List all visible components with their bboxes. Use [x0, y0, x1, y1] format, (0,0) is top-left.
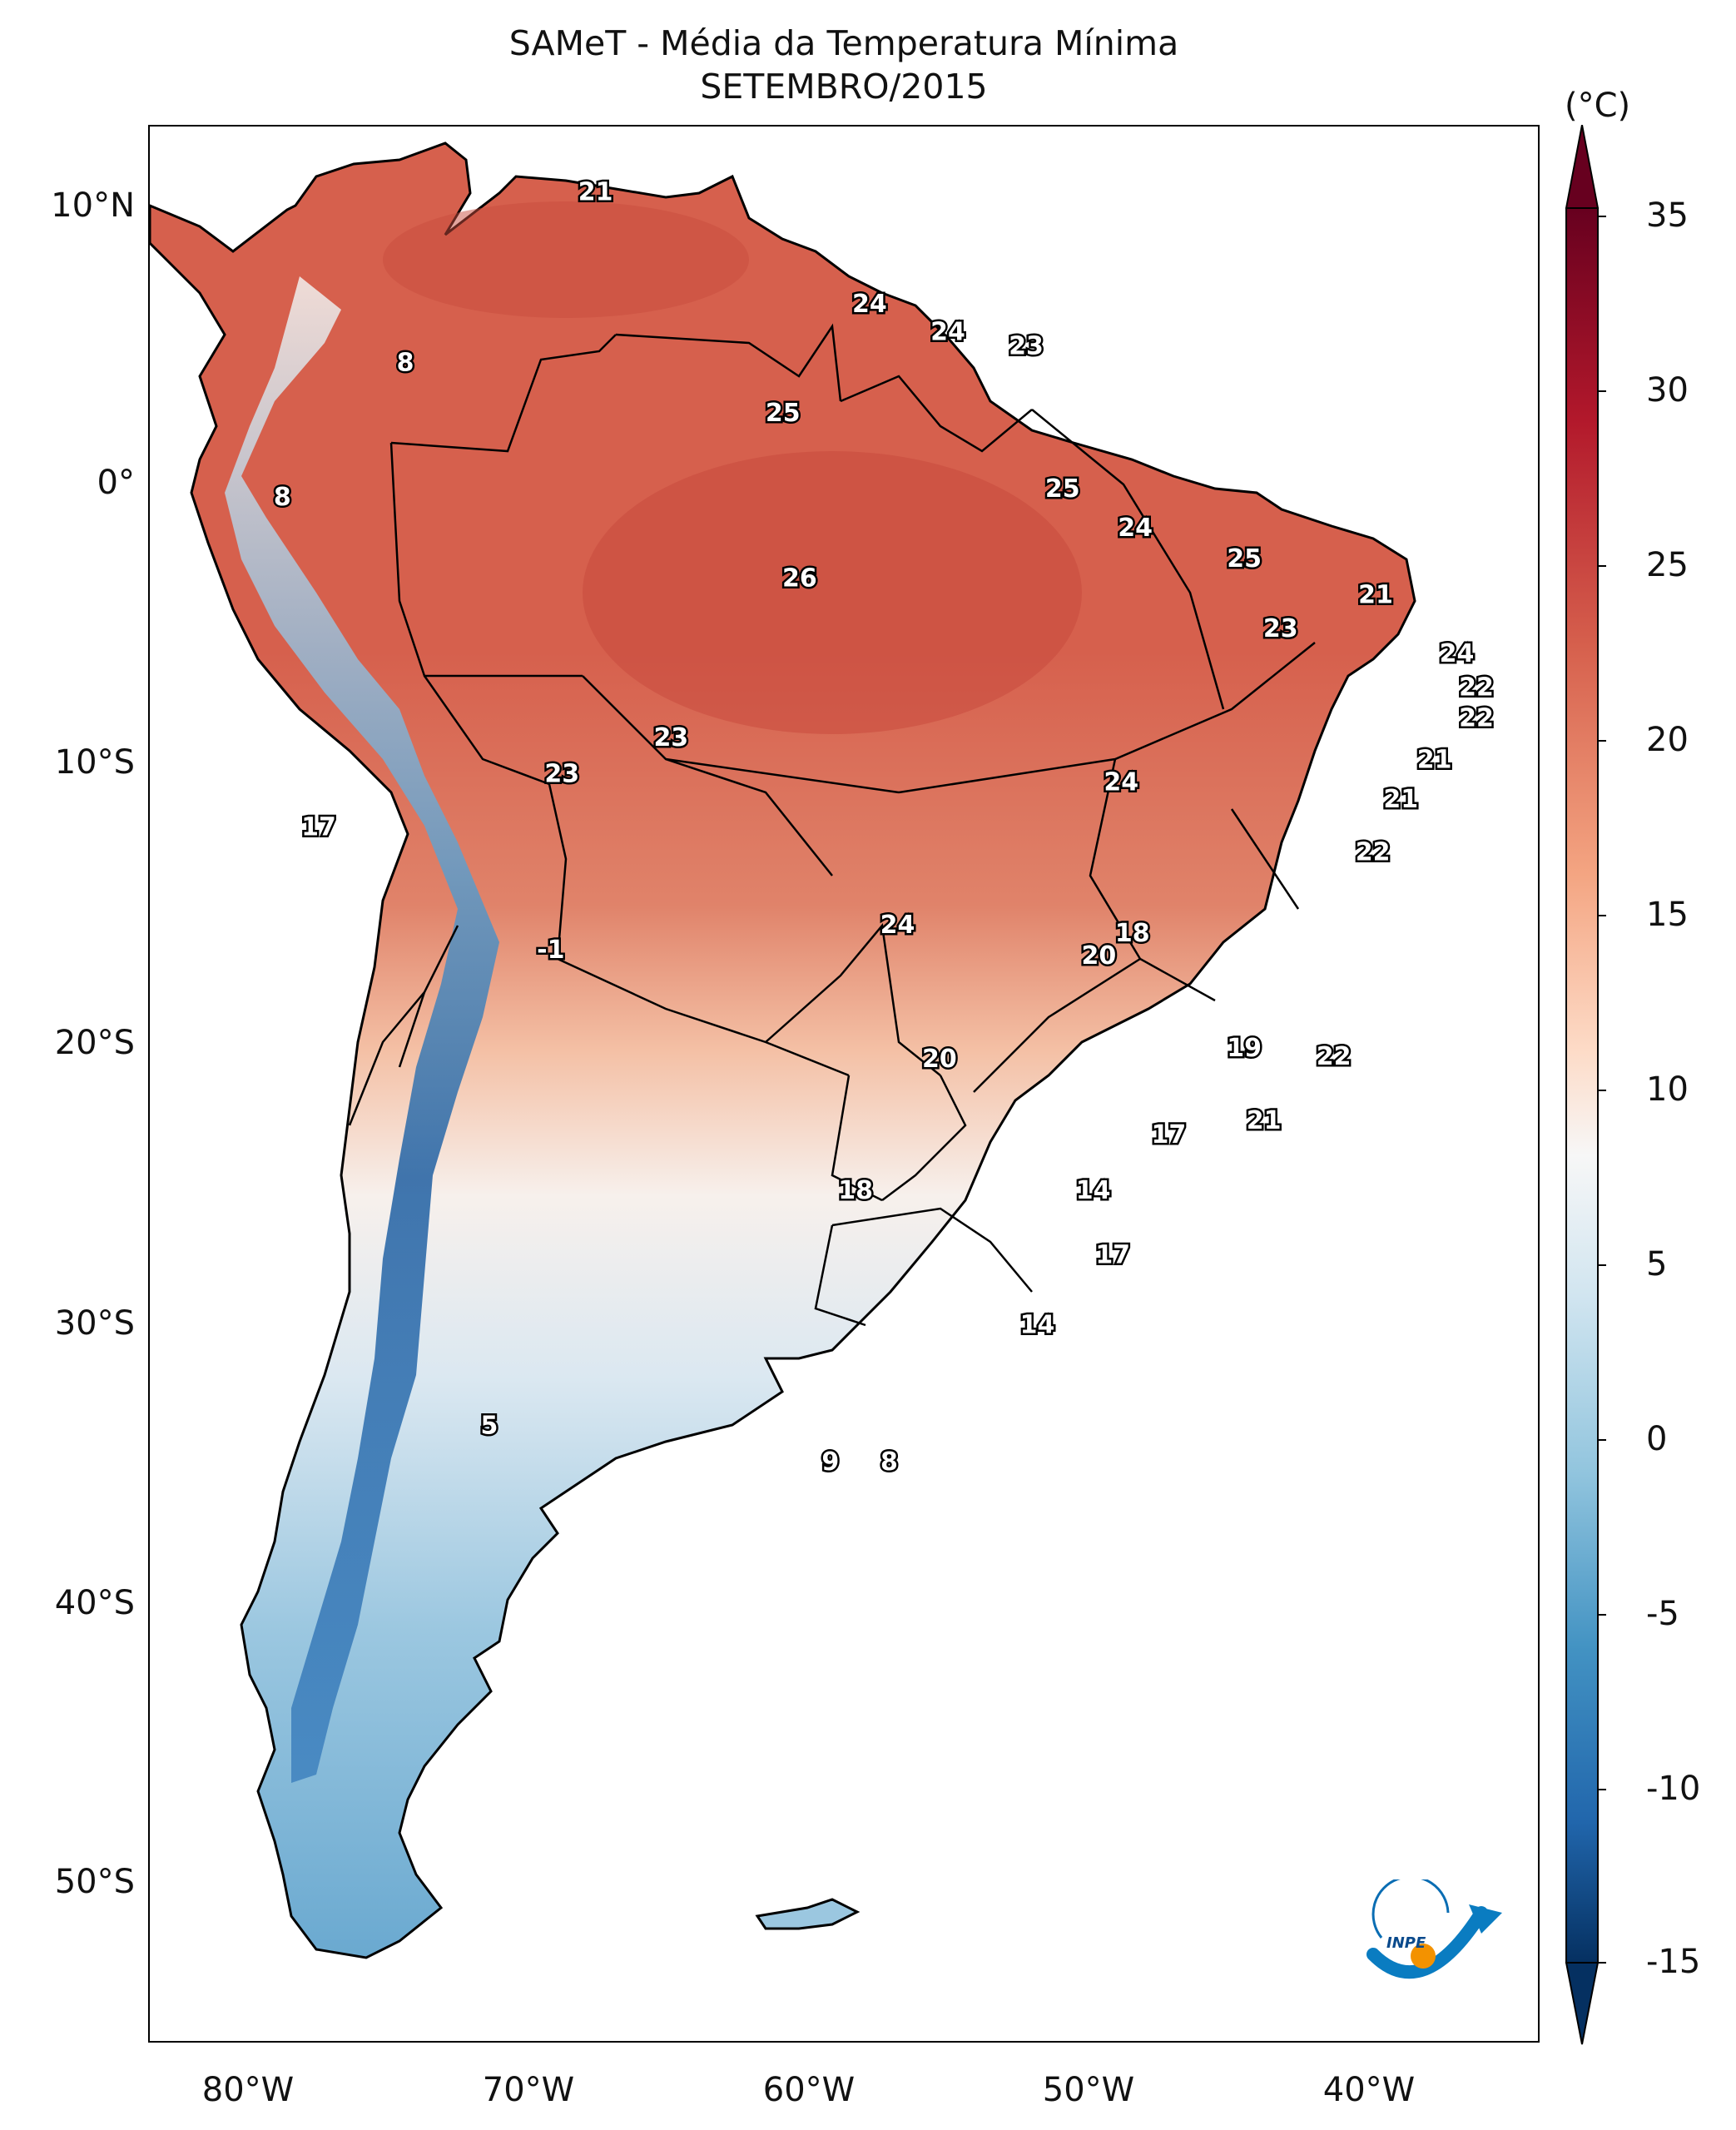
contour-label: 24 — [930, 318, 965, 347]
colorbar-tick: 15 — [1646, 896, 1689, 934]
colorbar-tick: -10 — [1646, 1770, 1701, 1808]
contour-label: 18 — [1115, 919, 1150, 948]
contour-label: 21 — [1247, 1106, 1282, 1135]
contour-label: 24 — [1104, 768, 1138, 797]
map-title: SAMeT - Média da Temperatura Mínima — [508, 23, 1179, 63]
colorbar-tick: -15 — [1646, 1943, 1701, 1981]
contour-label: 8 — [274, 483, 291, 512]
contour-label: 5 — [480, 1411, 498, 1440]
contour-label: 21 — [1383, 785, 1418, 814]
map-frame — [148, 125, 1540, 2043]
contour-label: 14 — [1020, 1310, 1055, 1339]
lat-label-0: 0° — [97, 464, 135, 502]
lat-label-20s: 20°S — [54, 1024, 135, 1062]
colorbar-max-arrow — [1565, 125, 1600, 209]
venezuela-warm-core — [383, 201, 749, 318]
colorbar-tick: 5 — [1646, 1245, 1668, 1283]
lat-label-50s: 50°S — [54, 1863, 135, 1901]
colorbar-tick: 30 — [1646, 371, 1689, 410]
contour-label: 8 — [397, 349, 414, 378]
contour-label: 24 — [1440, 639, 1475, 668]
lat-label-10s: 10°S — [54, 743, 135, 782]
contour-label: 19 — [1227, 1034, 1262, 1063]
lat-label-40s: 40°S — [54, 1584, 135, 1622]
contour-label: 24 — [852, 290, 887, 319]
contour-label: 20 — [1082, 941, 1117, 971]
falkland-islands — [755, 1898, 861, 1930]
contour-label: 25 — [766, 399, 801, 428]
contour-label: 8 — [880, 1447, 898, 1477]
colorbar-min-arrow — [1565, 1962, 1600, 2045]
contour-label: 20 — [922, 1045, 957, 1074]
colorbar — [1565, 125, 1606, 2045]
country-borders — [348, 323, 1316, 1327]
lon-label-50w: 50°W — [1042, 2071, 1135, 2109]
colorbar-tick: -5 — [1646, 1595, 1679, 1633]
lon-label-70w: 70°W — [482, 2071, 575, 2109]
lon-label-40w: 40°W — [1322, 2071, 1416, 2109]
contour-label: 23 — [1009, 331, 1044, 360]
contour-label: 23 — [1263, 614, 1298, 643]
lon-label-60w: 60°W — [762, 2071, 856, 2109]
colorbar-tick: 25 — [1646, 546, 1689, 584]
continent-land — [148, 142, 1416, 1959]
lat-label-10n: 10°N — [51, 186, 135, 225]
map-subtitle: SETEMBRO/2015 — [700, 67, 988, 107]
contour-label: 17 — [1095, 1240, 1130, 1269]
contour-label: 21 — [578, 178, 613, 207]
contour-label: 14 — [1076, 1176, 1111, 1205]
colorbar-unit: (°C) — [1565, 87, 1631, 125]
contour-label: -1 — [537, 936, 564, 965]
contour-label: 9 — [821, 1447, 839, 1477]
contour-label: 17 — [1152, 1120, 1187, 1149]
contour-label: 26 — [782, 564, 817, 593]
contour-label: 23 — [544, 760, 579, 789]
map-svg — [148, 142, 1416, 1959]
contour-label: 24 — [1118, 514, 1153, 543]
contour-label: 22 — [1459, 703, 1494, 732]
contour-label: 23 — [653, 723, 688, 752]
colorbar-tick: 20 — [1646, 721, 1689, 759]
colorbar-body — [1565, 207, 1599, 1964]
contour-label: 22 — [1356, 838, 1391, 867]
andes-cold-band — [225, 276, 499, 1783]
colorbar-tick: 35 — [1646, 196, 1689, 235]
contour-label: 25 — [1045, 474, 1080, 504]
contour-label: 17 — [301, 812, 336, 842]
contour-label: 22 — [1459, 673, 1494, 702]
amazon-warm-core — [583, 451, 1082, 734]
svg-text:INPE: INPE — [1386, 1934, 1426, 1952]
lat-label-30s: 30°S — [54, 1304, 135, 1343]
contour-label: 22 — [1317, 1042, 1352, 1071]
colorbar-tick: 0 — [1646, 1420, 1668, 1458]
colorbar-tick: 10 — [1646, 1070, 1689, 1109]
contour-label: 18 — [838, 1176, 873, 1205]
contour-label: 21 — [1358, 580, 1393, 609]
inpe-logo: INPE — [1366, 1879, 1502, 1979]
contour-label: 21 — [1417, 746, 1452, 775]
contour-label: 25 — [1227, 544, 1262, 573]
lon-label-80w: 80°W — [201, 2071, 295, 2109]
contour-label: 24 — [880, 911, 915, 940]
